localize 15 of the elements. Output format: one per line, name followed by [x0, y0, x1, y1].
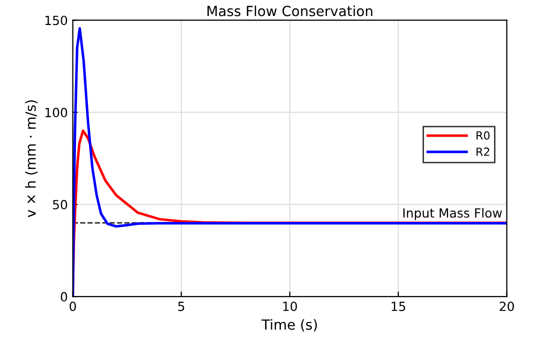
x-tick-label: 20: [500, 302, 514, 312]
y-tick-label: 50: [52, 200, 68, 210]
ref-line-label: Input Mass Flow: [403, 208, 502, 220]
legend-label: R2: [476, 148, 490, 156]
x-axis-title: Time (s): [262, 319, 317, 332]
x-tick-label: 15: [392, 302, 406, 312]
chart-title: Mass Flow Conservation: [208, 6, 372, 16]
y-axis-title: v × h (mm · m/s): [25, 100, 38, 218]
x-tick-label: 10: [283, 302, 297, 312]
x-tick-label: 0: [70, 302, 76, 312]
x-tick-label: 5: [178, 302, 184, 312]
y-tick-label: 100: [45, 108, 68, 118]
y-tick-label: 0: [60, 292, 68, 302]
legend-label: R0: [476, 131, 490, 140]
y-tick-label: 150: [45, 16, 68, 26]
